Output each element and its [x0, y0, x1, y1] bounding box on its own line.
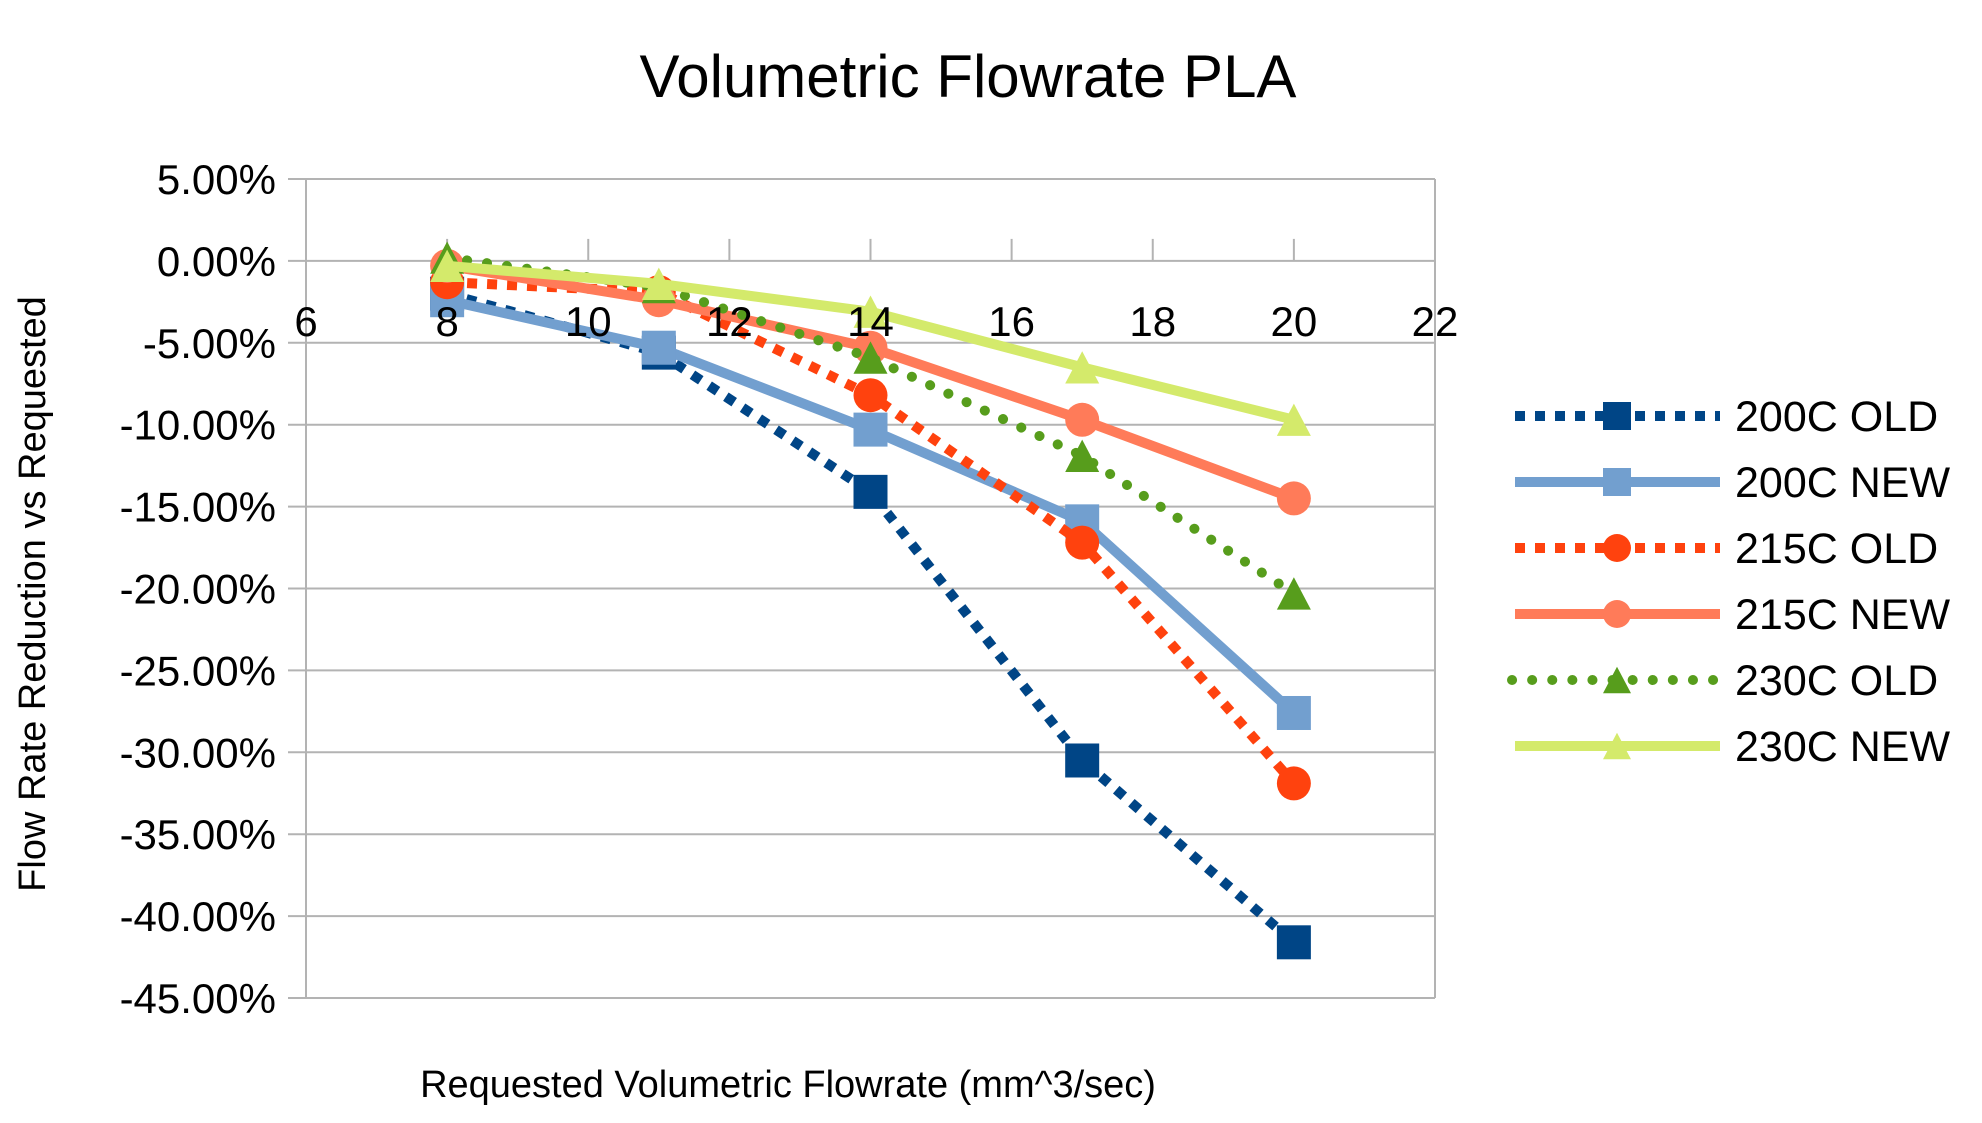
legend-label: 200C OLD: [1735, 393, 1938, 441]
x-axis-ticks: [305, 238, 1436, 261]
y-tick-label: -10.00%: [120, 402, 276, 449]
y-tick-label: -5.00%: [143, 320, 276, 367]
data-point: [1065, 525, 1100, 560]
data-point: [641, 330, 676, 365]
y-tick-label: -35.00%: [120, 811, 276, 858]
chart-title: Volumetric Flowrate PLA: [640, 43, 1297, 110]
y-tick-label: -45.00%: [120, 975, 276, 1022]
y-tick-label: -25.00%: [120, 647, 276, 694]
y-tick-label: -30.00%: [120, 729, 276, 776]
legend-label: 200C NEW: [1735, 459, 1950, 507]
legend-marker-square: [1603, 402, 1631, 430]
x-axis-title: Requested Volumetric Flowrate (mm^3/sec): [420, 1064, 1156, 1106]
x-tick-label: 12: [706, 298, 753, 345]
data-point: [1276, 481, 1311, 516]
data-point: [853, 378, 888, 413]
legend-item: 200C NEW: [1515, 459, 1950, 507]
y-tick-label: -40.00%: [120, 893, 276, 940]
data-point: [1276, 925, 1311, 960]
legend-marker-square: [1603, 468, 1631, 496]
legend-label: 230C OLD: [1735, 657, 1938, 705]
series-230c-new: [430, 249, 1311, 436]
data-point: [1276, 695, 1311, 730]
legend-marker-triangle: [1603, 666, 1631, 694]
y-tick-label: 5.00%: [157, 156, 276, 203]
legend-marker-triangle: [1603, 732, 1631, 760]
legend-label: 215C OLD: [1735, 525, 1938, 573]
data-point: [853, 341, 888, 374]
x-tick-label: 18: [1129, 298, 1176, 345]
data-point: [1065, 351, 1100, 384]
y-axis-ticks: 5.00% 0.00% -5.00% -10.00% -15.00% -20.00% -25…: [120, 156, 276, 1022]
x-tick-label: 16: [988, 298, 1035, 345]
x-tick-label: 22: [1412, 298, 1459, 345]
y-axis-title: Flow Rate Reduction vs Requested: [12, 296, 54, 892]
x-tick-label: 8: [435, 298, 458, 345]
x-axis-tick-labels: 6 8 10 12 14 16 18 20 22: [294, 298, 1458, 345]
legend-marker-circle: [1603, 600, 1631, 628]
data-point: [641, 267, 676, 300]
data-point: [1276, 577, 1311, 610]
x-tick-label: 10: [565, 298, 612, 345]
legend-item: 230C OLD: [1507, 657, 1938, 705]
series-lines: [430, 241, 1311, 960]
legend-marker-circle: [1603, 534, 1631, 562]
legend-item: 230C NEW: [1515, 723, 1950, 771]
x-tick-label: 14: [847, 298, 894, 345]
y-tick-label: -15.00%: [120, 484, 276, 531]
y-tick-label: 0.00%: [157, 238, 276, 285]
data-point: [1065, 743, 1100, 778]
data-point: [853, 474, 888, 509]
data-point: [1065, 439, 1100, 472]
data-point: [853, 412, 888, 447]
x-tick-label: 20: [1271, 298, 1318, 345]
x-tick-label: 6: [294, 298, 317, 345]
legend-item: 215C OLD: [1515, 525, 1938, 573]
data-point: [853, 295, 888, 328]
legend-label: 230C NEW: [1735, 723, 1950, 771]
data-point: [430, 249, 465, 282]
y-tick-label: -20.00%: [120, 566, 276, 613]
legend-item: 215C NEW: [1515, 591, 1950, 639]
legend-item: 200C OLD: [1515, 393, 1938, 441]
data-point: [1065, 402, 1100, 437]
legend: 200C OLD 200C NEW 215C OLD 215C NEW 230C OLD…: [1507, 393, 1950, 771]
legend-label: 215C NEW: [1735, 591, 1950, 639]
data-point: [1276, 766, 1311, 801]
data-point: [1276, 403, 1311, 436]
